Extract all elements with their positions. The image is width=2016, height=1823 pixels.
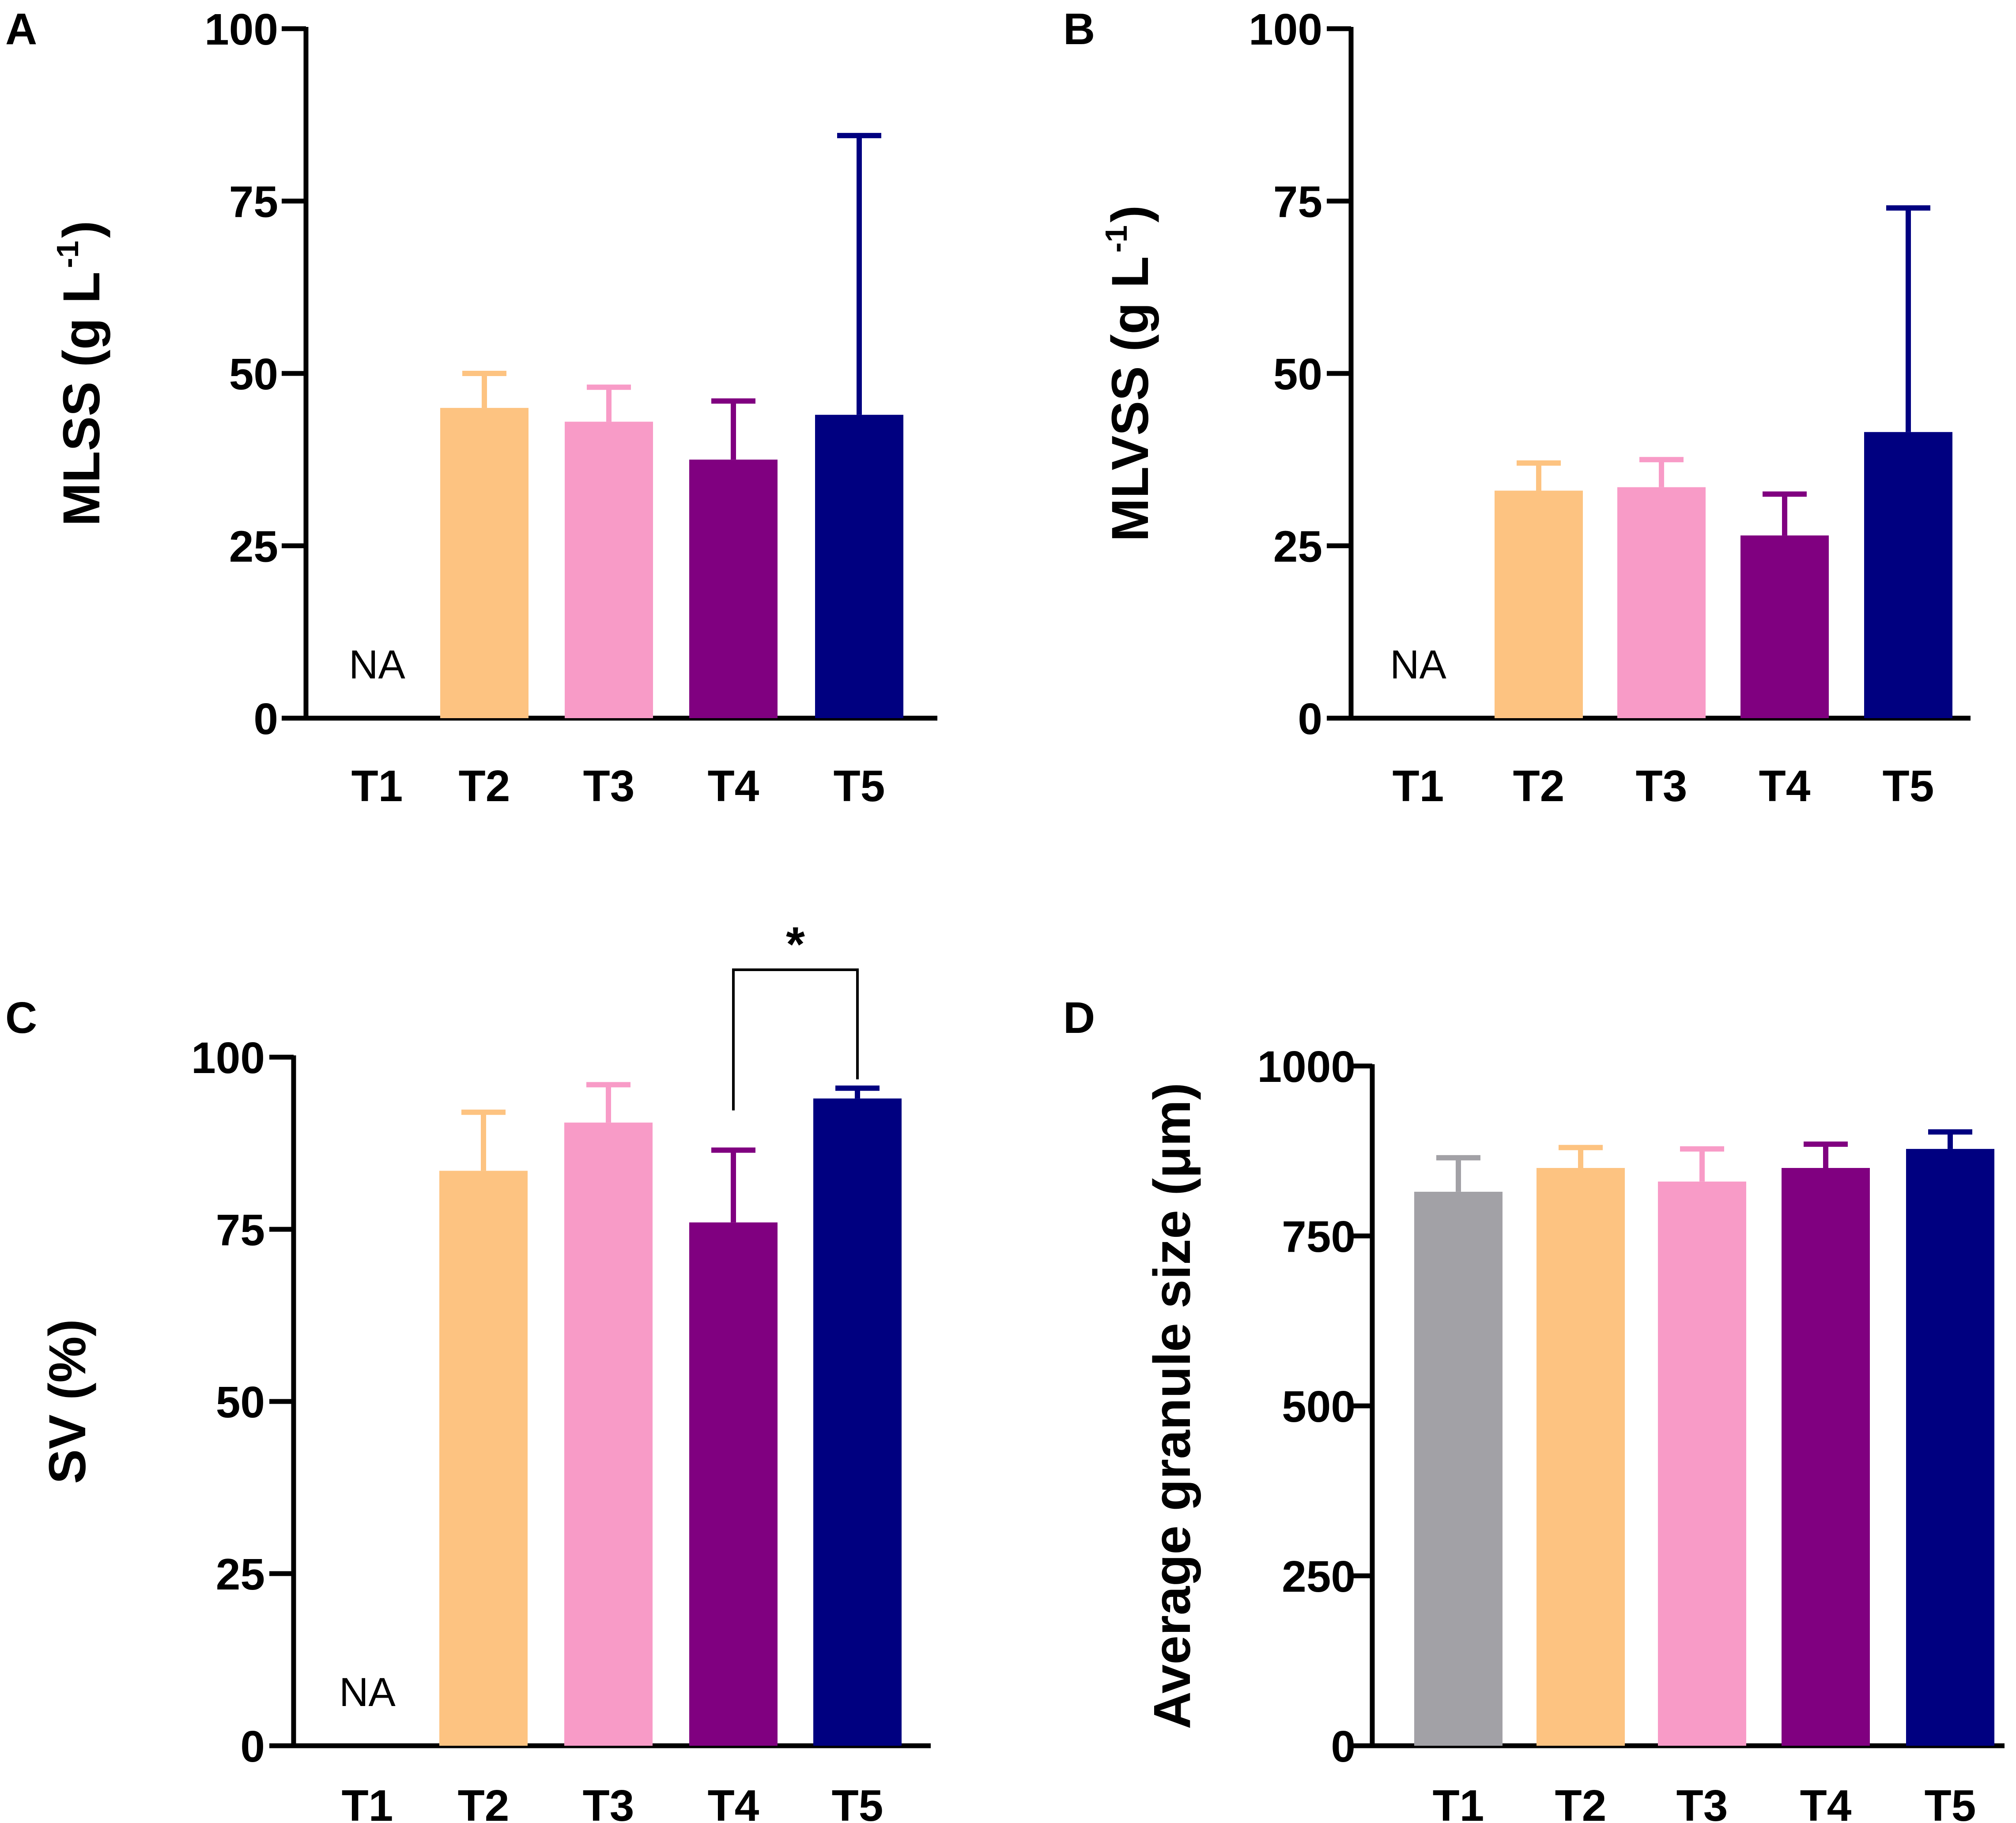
panel-a: A 0 25 50 75 100 MLSS (g L -1) NA T1 T2 T3 T4 T5 xyxy=(5,4,937,811)
panel-a-y-title-end: ) xyxy=(53,221,111,238)
panel-b-letter: B xyxy=(1063,4,1095,54)
panel-a-category-label: T2 xyxy=(459,761,510,811)
panel-c-y-tick-label: 75 xyxy=(216,1205,265,1255)
panel-d-category-label: T3 xyxy=(1676,1781,1728,1823)
panel-b-bar-t3 xyxy=(1617,487,1706,718)
panel-c-y-title: SV (%) xyxy=(38,1319,97,1484)
panel-a-category-label: T4 xyxy=(708,761,759,811)
panel-b-category-label: T5 xyxy=(1883,761,1934,811)
panel-c-bar-t3 xyxy=(564,1122,653,1746)
panel-d-y-tick-label: 500 xyxy=(1282,1382,1355,1431)
panel-d-bar-t5 xyxy=(1906,1149,1994,1746)
panel-c-category-label: T2 xyxy=(458,1781,510,1823)
panel-b-category-label: T3 xyxy=(1636,761,1688,811)
panel-c-significance-bracket xyxy=(732,968,859,1111)
panel-c-letter: C xyxy=(5,993,37,1043)
panel-b-y-tick-label: 100 xyxy=(1249,5,1322,54)
panel-d-y-title: Average granule size (μm) xyxy=(1143,1083,1201,1729)
panel-d: D 0 250 500 750 1000 Average granule size (μm)… xyxy=(1063,993,2005,1823)
panel-d-bar-t1 xyxy=(1414,1191,1503,1746)
panel-c-y-tick-label: 25 xyxy=(216,1550,265,1599)
panel-b-category-label: T4 xyxy=(1759,761,1811,811)
panel-d-category-label: T2 xyxy=(1555,1781,1607,1823)
panel-a-y-tick-label: 50 xyxy=(229,350,278,399)
panel-a-y-title: MLSS (g L -1) xyxy=(50,221,111,526)
panel-b-bar-t2 xyxy=(1495,490,1583,718)
panel-a-y-tick-label: 25 xyxy=(229,522,278,572)
panel-a-y-title-sup: -1 xyxy=(50,241,85,268)
panel-d-y-tick-label: 1000 xyxy=(1257,1042,1355,1092)
panel-c-significance-label: * xyxy=(786,917,805,972)
panel-a-y-tick-label: 75 xyxy=(229,177,278,227)
panel-b-y-tick-label: 0 xyxy=(1298,694,1322,744)
panel-c-y-tick-label: 50 xyxy=(216,1378,265,1427)
panel-b-bar-t5 xyxy=(1864,432,1952,718)
panel-b-y-tick-label: 50 xyxy=(1273,350,1322,399)
panel-d-letter: D xyxy=(1063,993,1095,1043)
panel-d-bar-t3 xyxy=(1658,1181,1746,1746)
panel-d-y-title-main: Average granule size (μm) xyxy=(1143,1083,1201,1729)
panel-a-y-tick-label: 100 xyxy=(204,5,278,54)
panel-d-category-label: T5 xyxy=(1925,1781,1976,1823)
panel-c-bar-t2 xyxy=(439,1171,528,1746)
panel-c: C 0 25 50 75 100 SV (%) NA T1 T2 T3 T4 T5 * xyxy=(5,917,931,1823)
panel-b-category-label: T2 xyxy=(1513,761,1565,811)
panel-d-y-tick-label: 0 xyxy=(1331,1722,1355,1771)
panel-c-y-tick-label: 0 xyxy=(240,1722,265,1771)
panel-a-letter: A xyxy=(5,4,37,54)
panel-a-bar-t5 xyxy=(815,414,903,718)
panel-a-category-label: T5 xyxy=(834,761,885,811)
panel-c-category-label: T3 xyxy=(583,1781,634,1823)
panel-d-y-tick-label: 750 xyxy=(1282,1212,1355,1262)
panel-a-y-title-main: MLSS (g L xyxy=(53,271,111,526)
panel-a-bar-t2 xyxy=(440,408,529,718)
panel-b-y-title: MLVSS (g L -1) xyxy=(1099,205,1159,542)
panel-b: B 0 25 50 75 100 MLVSS (g L -1) NA T1 T2 T3 T4 T5 xyxy=(1063,4,1971,811)
panel-a-bar-t4 xyxy=(689,460,778,718)
panel-c-na-label: NA xyxy=(339,1670,396,1715)
panel-c-y-tick-label: 100 xyxy=(191,1033,265,1083)
panel-d-bar-t4 xyxy=(1782,1168,1870,1746)
panel-d-bar-t2 xyxy=(1537,1168,1625,1746)
panel-b-y-tick-label: 25 xyxy=(1273,522,1322,572)
panel-c-y-title-main: SV (%) xyxy=(38,1319,97,1484)
panel-c-bar-t5 xyxy=(813,1098,902,1746)
panel-c-category-label: T4 xyxy=(708,1781,759,1823)
panel-b-na-label: NA xyxy=(1390,642,1446,687)
panel-a-na-label: NA xyxy=(349,642,405,687)
panel-d-category-label: T4 xyxy=(1800,1781,1852,1823)
panel-b-category-label: T1 xyxy=(1393,761,1444,811)
panel-b-bar-t4 xyxy=(1740,535,1829,718)
panel-b-y-title-end: ) xyxy=(1101,205,1159,222)
panel-b-y-title-main: MLVSS (g L xyxy=(1101,256,1159,542)
panel-b-y-tick-label: 75 xyxy=(1273,177,1322,227)
panel-c-bar-t4 xyxy=(689,1222,778,1746)
panel-a-category-label: T1 xyxy=(351,761,403,811)
panel-a-y-tick-label: 0 xyxy=(253,694,278,744)
panel-a-category-label: T3 xyxy=(583,761,635,811)
panel-c-category-label: T1 xyxy=(342,1781,393,1823)
panel-b-y-title-sup: -1 xyxy=(1099,225,1133,252)
panel-a-bar-t3 xyxy=(565,422,653,718)
panel-d-category-label: T1 xyxy=(1433,1781,1484,1823)
panel-c-category-label: T5 xyxy=(832,1781,883,1823)
panel-d-y-tick-label: 250 xyxy=(1282,1552,1355,1601)
